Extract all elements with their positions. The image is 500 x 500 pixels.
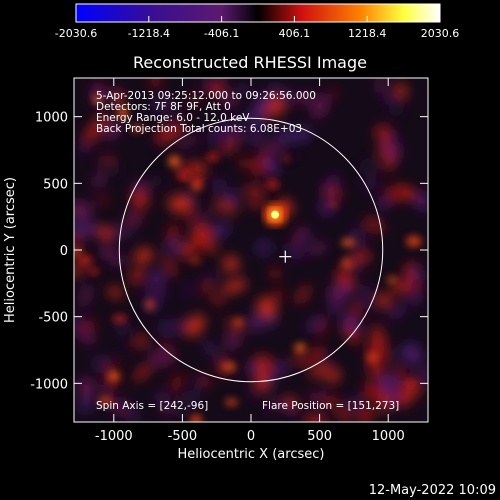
colorbar-ticks: -2030.6 -1218.4 -406.1 406.1 1218.4 2030.6 xyxy=(55,16,459,40)
image-texture xyxy=(74,78,428,422)
colorbar-tick-label: 2030.6 xyxy=(421,27,460,40)
x-tick-label: -1000 xyxy=(95,429,133,444)
timestamp: 12-May-2022 10:09 xyxy=(369,483,496,498)
x-tick-label: 500 xyxy=(307,429,332,444)
x-axis-label: Heliocentric X (arcsec) xyxy=(178,447,325,462)
colorbar-tick-label: -2030.6 xyxy=(55,27,97,40)
y-axis-label: Heliocentric Y (arcsec) xyxy=(3,177,18,323)
colorbar-tick-label: 406.1 xyxy=(279,27,311,40)
y-tick-label: 1000 xyxy=(35,111,68,126)
y-tick-label: 0 xyxy=(60,244,68,259)
colorbar-tick-label: 1218.4 xyxy=(348,27,387,40)
y-tick-label: -1000 xyxy=(30,377,68,392)
info-line-2: Detectors: 7F 8F 9F, Att 0 xyxy=(96,101,231,113)
solar-limb xyxy=(118,117,384,383)
flare-position-label: Flare Position = [151,273] xyxy=(262,400,399,412)
colorbar-tick-label: -1218.4 xyxy=(128,27,170,40)
y-tick-label: -500 xyxy=(38,311,68,326)
y-axis-ticks: -1000 -500 0 500 1000 xyxy=(30,111,428,392)
x-tick-label: 1000 xyxy=(372,429,405,444)
x-tick-label: 0 xyxy=(247,429,255,444)
chart-title: Reconstructed RHESSI Image xyxy=(133,53,367,72)
colorbar-tick-label: -406.1 xyxy=(204,27,239,40)
center-marker xyxy=(279,250,292,263)
info-line-4: Back Projection Total counts: 6.08E+03 xyxy=(96,123,302,135)
y-tick-label: 500 xyxy=(43,177,68,192)
colorbar xyxy=(75,3,441,23)
info-line-1: 5-Apr-2013 09:25:12.000 to 09:26:56.000 xyxy=(96,90,316,102)
x-tick-label: -500 xyxy=(168,429,198,444)
flare-source xyxy=(271,210,280,219)
spin-axis-label: Spin Axis = [242,-96] xyxy=(96,400,208,412)
x-axis-ticks: -1000 -500 0 500 1000 xyxy=(95,78,405,444)
info-line-3: Energy Range: 6.0 - 12.0 keV xyxy=(96,112,250,124)
